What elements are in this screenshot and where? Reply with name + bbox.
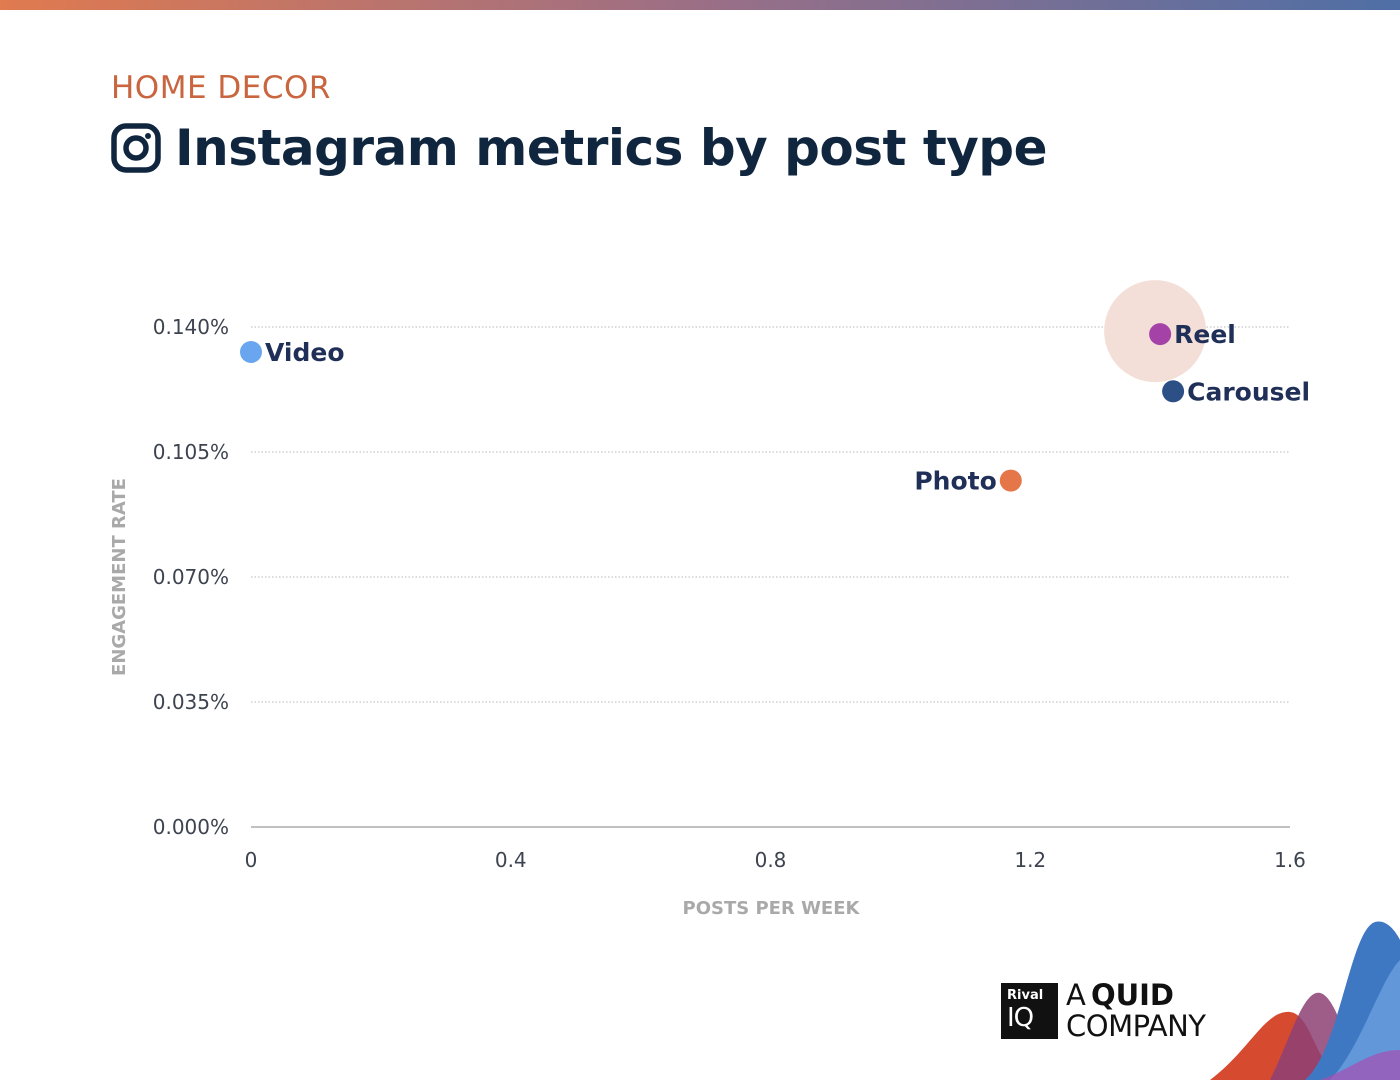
y-tick-label: 0.000%: [153, 815, 229, 839]
y-axis-title: ENGAGEMENT RATE: [109, 478, 130, 676]
logo-word-quid: QUID: [1090, 978, 1175, 1012]
x-tick-label: 0: [245, 848, 258, 872]
logo-word-company: COMPANY: [1066, 1009, 1206, 1043]
logo-mark: Rival IQ: [1001, 983, 1058, 1039]
data-point: [1162, 380, 1185, 403]
data-point: [999, 469, 1022, 492]
y-tick-label: 0.105%: [153, 440, 229, 464]
x-axis-title: POSTS PER WEEK: [683, 898, 861, 919]
data-label: Carousel: [1187, 377, 1310, 406]
data-point: [240, 341, 262, 363]
data-label: Photo: [914, 467, 996, 496]
y-tick-label: 0.035%: [153, 690, 229, 714]
x-tick-label: 1.2: [1014, 848, 1046, 872]
rival-iq-logo: Rival IQ A QUID COMPANY: [1001, 981, 1206, 1043]
decorative-wave-graphic: [1210, 921, 1400, 1080]
x-tick-label: 1.6: [1274, 848, 1306, 872]
logo-word-a: A: [1066, 978, 1086, 1012]
y-tick-label: 0.070%: [153, 565, 229, 589]
logo-wordmark: A QUID COMPANY: [1066, 981, 1206, 1043]
x-tick-label: 0.4: [495, 848, 527, 872]
title-row: Instagram metrics by post type: [111, 116, 1048, 180]
logo-mark-bottom: IQ: [1007, 1003, 1034, 1033]
data-point: [1149, 323, 1172, 346]
category-label: HOME DECOR: [111, 70, 331, 106]
data-label: Video: [265, 338, 345, 367]
page-title: Instagram metrics by post type: [175, 119, 1048, 177]
instagram-icon: [111, 123, 161, 173]
y-tick-label: 0.140%: [153, 315, 229, 339]
data-label: Reel: [1174, 320, 1236, 349]
logo-mark-top: Rival: [1007, 988, 1044, 1003]
x-tick-label: 0.8: [755, 848, 787, 872]
top-gradient-bar: [0, 0, 1400, 10]
